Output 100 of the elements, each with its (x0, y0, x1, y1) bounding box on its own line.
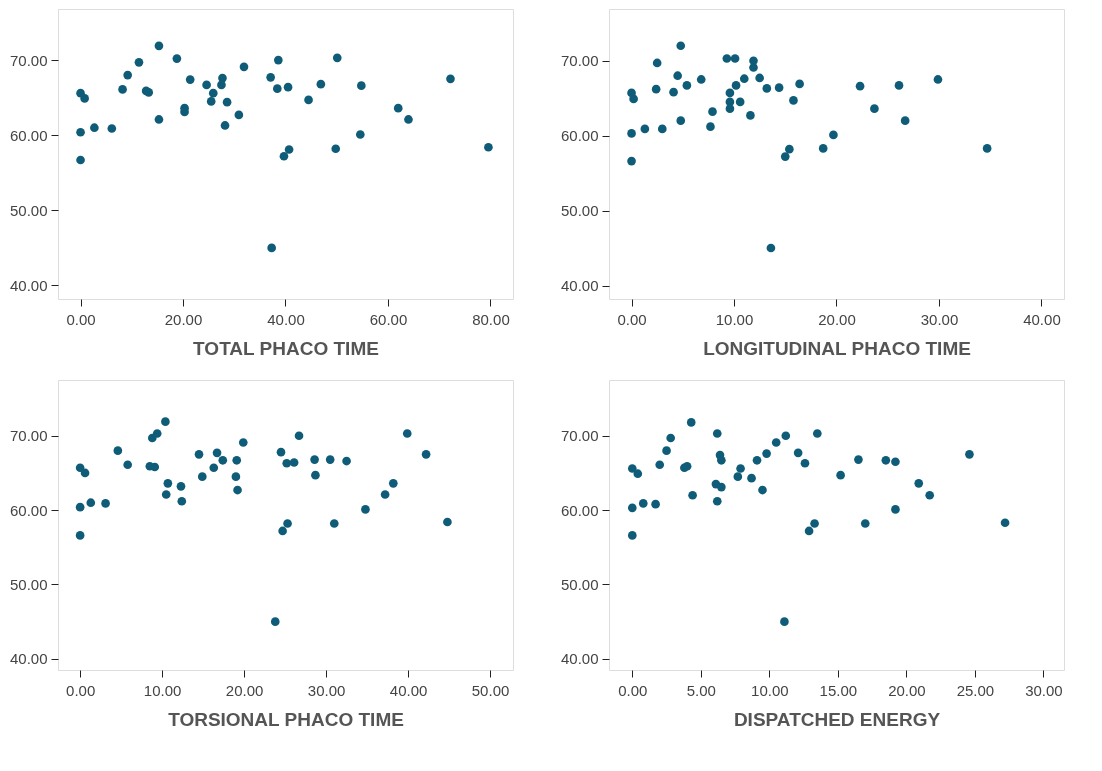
point (789, 96, 798, 105)
y-tick-label: 70.00 (9, 427, 48, 445)
point (793, 448, 803, 458)
x-tick-label: 0.00 (66, 310, 96, 328)
x-tick-label: 20.00 (225, 681, 264, 699)
point (238, 438, 248, 447)
x-tick-label: 30.00 (920, 310, 959, 328)
point (725, 88, 735, 98)
point (925, 490, 935, 500)
point (209, 463, 219, 473)
x-tick-label: 0.00 (618, 681, 648, 699)
point (752, 455, 762, 465)
point (762, 84, 772, 93)
point (662, 446, 671, 455)
point (894, 81, 904, 90)
point (231, 472, 241, 481)
point (739, 74, 749, 84)
point (76, 155, 85, 165)
point (234, 110, 244, 120)
point (194, 450, 204, 459)
point (900, 116, 910, 125)
point (342, 456, 351, 466)
point (766, 243, 776, 253)
point (218, 455, 228, 465)
point (150, 462, 160, 472)
point (294, 431, 304, 441)
point (640, 124, 650, 134)
point (123, 70, 133, 80)
y-tick-label: 50.00 (9, 575, 48, 593)
point (202, 80, 211, 90)
x-tick-label: 30.00 (1025, 681, 1063, 699)
y-tick-label: 70.00 (9, 51, 48, 69)
point (982, 144, 992, 153)
point (633, 469, 643, 479)
point (331, 144, 341, 154)
point (446, 74, 455, 84)
x-axis-title: TORSIONAL PHACO TIME (168, 708, 404, 730)
point (795, 79, 804, 89)
point (762, 449, 771, 458)
point (325, 455, 335, 464)
point (90, 123, 99, 133)
x-tick-label: 0.00 (66, 681, 96, 699)
y-tick-label: 40.00 (560, 650, 599, 668)
point (836, 470, 845, 480)
point (278, 526, 287, 536)
y-tick-label: 40.00 (9, 276, 48, 294)
point (686, 418, 696, 427)
point (725, 104, 735, 113)
point (123, 460, 133, 470)
point (627, 531, 637, 540)
point (771, 438, 781, 447)
y-tick-label: 60.00 (9, 501, 48, 519)
point (380, 490, 390, 499)
point (1000, 518, 1010, 528)
y-tick-label: 60.00 (560, 127, 599, 145)
point (722, 54, 732, 63)
point (163, 479, 173, 488)
point (818, 144, 828, 153)
point (629, 94, 638, 104)
point (891, 505, 900, 514)
y-tick-label: 60.00 (9, 126, 48, 144)
point (443, 517, 452, 527)
x-axis-title: DISPATCHED ENERGY (733, 708, 941, 730)
point (421, 450, 431, 459)
point (708, 107, 717, 116)
y-tick-label: 50.00 (9, 201, 48, 219)
point (652, 58, 662, 68)
y-tick-label: 70.00 (560, 52, 599, 70)
point (706, 122, 715, 131)
point (266, 73, 275, 82)
point (730, 54, 740, 63)
point (279, 151, 289, 161)
point (217, 80, 226, 90)
x-tick-label: 15.00 (819, 681, 858, 699)
point (891, 457, 900, 467)
x-tick-label: 40.00 (1023, 310, 1061, 328)
point (267, 243, 276, 253)
point (881, 455, 891, 465)
point (316, 79, 326, 89)
point (746, 111, 755, 120)
point (239, 62, 249, 72)
point (804, 526, 814, 536)
point (177, 496, 187, 506)
point (208, 88, 218, 98)
y-tick-label: 70.00 (560, 427, 599, 445)
point (676, 116, 686, 125)
point (688, 490, 697, 500)
x-tick-label: 10.00 (143, 681, 182, 699)
point (274, 55, 283, 65)
point (310, 455, 319, 464)
x-tick-label: 30.00 (307, 681, 346, 699)
point (80, 468, 90, 478)
x-tick-label: 10.00 (715, 310, 754, 328)
point (855, 81, 865, 91)
point (101, 499, 110, 508)
point (75, 531, 85, 540)
point (134, 58, 144, 67)
point (270, 617, 280, 626)
point (393, 103, 403, 113)
point (965, 450, 974, 459)
